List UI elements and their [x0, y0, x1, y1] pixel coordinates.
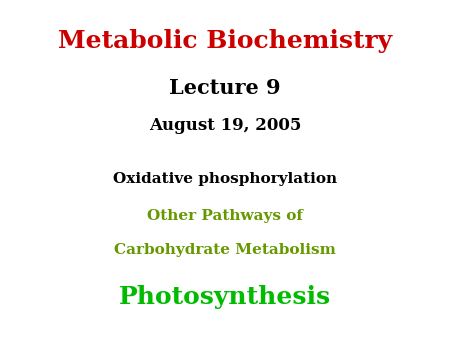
- Text: Lecture 9: Lecture 9: [169, 78, 281, 98]
- Text: Metabolic Biochemistry: Metabolic Biochemistry: [58, 28, 392, 53]
- Text: Oxidative phosphorylation: Oxidative phosphorylation: [113, 172, 337, 186]
- Text: August 19, 2005: August 19, 2005: [149, 117, 301, 134]
- Text: Carbohydrate Metabolism: Carbohydrate Metabolism: [114, 243, 336, 257]
- Text: Other Pathways of: Other Pathways of: [147, 209, 303, 223]
- Text: Photosynthesis: Photosynthesis: [119, 285, 331, 310]
